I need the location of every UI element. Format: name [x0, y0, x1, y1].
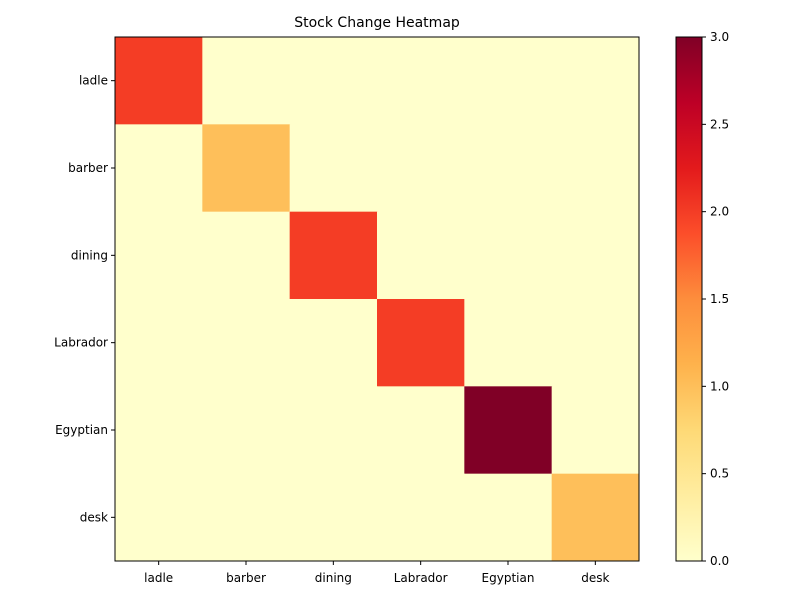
heatmap-cell: [464, 299, 553, 387]
heatmap-cell: [115, 299, 203, 387]
colorbar-tick-label: 0.5: [710, 467, 729, 481]
heatmap-cell: [115, 37, 203, 125]
heatmap-cell: [464, 37, 553, 125]
colorbar-tick-label: 2.0: [710, 205, 729, 219]
x-tick-label: desk: [581, 571, 609, 585]
heatmap-cell: [377, 473, 465, 562]
heatmap-cell: [377, 124, 465, 213]
colorbar-tick-label: 1.0: [710, 379, 729, 393]
heatmap-cell: [551, 473, 640, 562]
y-tick-label: barber: [68, 161, 108, 175]
y-tick-label: ladle: [79, 74, 108, 88]
colorbar-ticks: 0.0 0.5 1.0 1.5 2.0 2.5 3.0: [702, 30, 729, 568]
heatmap-cell: [289, 37, 378, 125]
heatmap-cell: [377, 211, 465, 300]
heatmap-cell: [115, 211, 203, 300]
x-axis-ticks: ladle barber dining Labrador Egyptian desk: [144, 561, 609, 585]
x-tick-label: Labrador: [394, 571, 448, 585]
x-tick-label: Egyptian: [482, 571, 535, 585]
colorbar-tick-label: 0.0: [710, 554, 729, 568]
colorbar-tick-label: 3.0: [710, 30, 729, 44]
heatmap-cell: [551, 299, 640, 387]
heatmap-cell: [289, 299, 378, 387]
heatmap-cell: [377, 386, 465, 475]
x-tick-label: barber: [226, 571, 266, 585]
heatmap-cell: [202, 299, 291, 387]
heatmap-cell: [464, 386, 553, 475]
heatmap-cell: [202, 124, 291, 213]
x-tick-label: dining: [315, 571, 352, 585]
y-tick-label: dining: [71, 248, 108, 262]
y-tick-label: desk: [80, 510, 108, 524]
colorbar: [675, 36, 703, 562]
heatmap-cell: [464, 473, 553, 562]
heatmap-cell: [202, 37, 291, 125]
heatmap-cells: [115, 37, 640, 562]
plot-frame: [114, 36, 640, 562]
heatmap-cell: [202, 386, 291, 475]
colorbar-tick-label: 2.5: [710, 117, 729, 131]
colorbar-tick-label: 1.5: [710, 292, 729, 306]
heatmap-cell: [115, 473, 203, 562]
chart-title: Stock Change Heatmap: [294, 15, 460, 31]
y-axis-ticks: ladle barber dining Labrador Egyptian desk: [54, 74, 115, 524]
heatmap-cell: [551, 211, 640, 300]
heatmap-cell: [115, 386, 203, 475]
heatmap-cell: [551, 37, 640, 125]
heatmap-cell: [377, 37, 465, 125]
heatmap-cell: [202, 211, 291, 300]
heatmap-cell: [289, 124, 378, 213]
y-tick-label: Labrador: [54, 336, 108, 350]
heatmap-cell: [551, 386, 640, 475]
y-tick-label: Egyptian: [55, 423, 108, 437]
heatmap-cell: [115, 124, 203, 213]
heatmap-cell: [551, 124, 640, 213]
heatmap-cell: [464, 211, 553, 300]
heatmap-cell: [464, 124, 553, 213]
heatmap-cell: [377, 299, 465, 387]
heatmap-cell: [289, 473, 378, 562]
x-tick-label: ladle: [144, 571, 173, 585]
heatmap-cell: [202, 473, 291, 562]
heatmap-cell: [289, 386, 378, 475]
heatmap-cell: [289, 211, 378, 300]
